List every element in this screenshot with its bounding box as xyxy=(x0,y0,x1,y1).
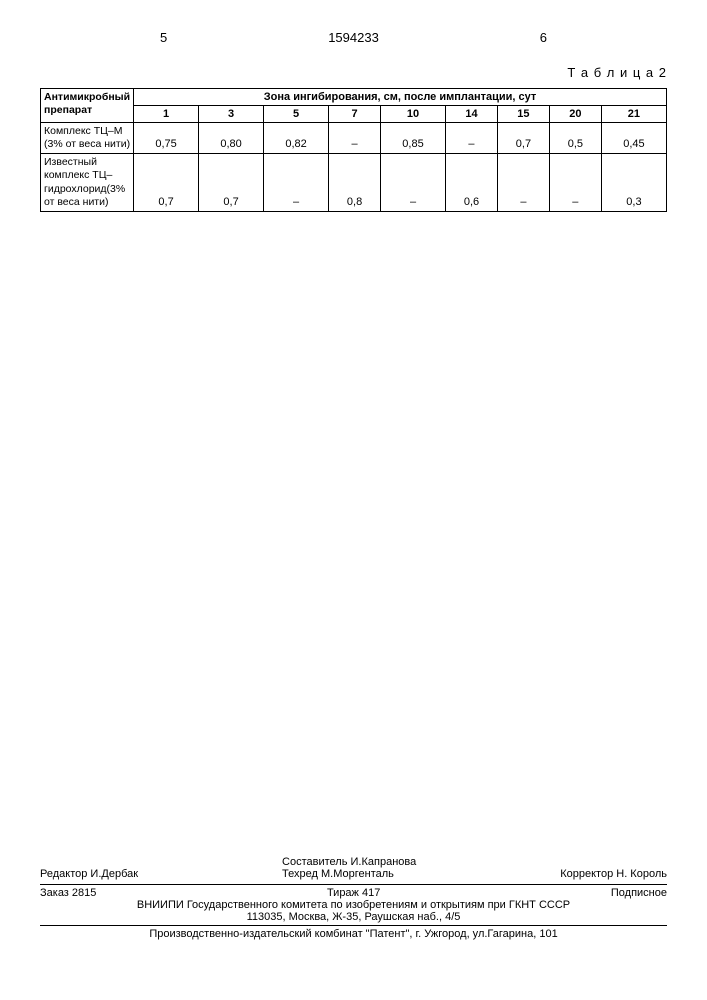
center-credits: Составитель И.Капранова Техред М.Моргент… xyxy=(282,856,416,880)
col-header: 14 xyxy=(446,106,498,123)
cell: 0,7 xyxy=(134,154,199,212)
cell: 0,45 xyxy=(601,123,666,154)
cell: 0,82 xyxy=(264,123,329,154)
tech-name: М.Моргенталь xyxy=(321,868,394,880)
compiler-name: И.Капранова xyxy=(351,856,417,868)
cell: – xyxy=(264,154,329,212)
address-line: 113035, Москва, Ж-35, Раушская наб., 4/5 xyxy=(40,911,667,923)
row-label: Комплекс ТЦ–М (3% от веса нити) xyxy=(41,123,134,154)
tirazh-num: 417 xyxy=(362,887,380,899)
cell: – xyxy=(329,123,381,154)
editor-label: Редактор xyxy=(40,868,87,880)
col-header: 20 xyxy=(549,106,601,123)
corrector-block: Корректор Н. Король xyxy=(560,856,667,880)
subscription: Подписное xyxy=(611,887,667,899)
col-header: 7 xyxy=(329,106,381,123)
corrector-label: Корректор xyxy=(560,868,613,880)
col-header: 15 xyxy=(497,106,549,123)
cell: 0,6 xyxy=(446,154,498,212)
page-header: 5 1594233 6 xyxy=(40,30,667,45)
cell: 0,75 xyxy=(134,123,199,154)
order-line: Заказ 2815 Тираж 417 Подписное xyxy=(40,887,667,899)
cell: – xyxy=(381,154,446,212)
editor-name: И.Дербак xyxy=(90,868,138,880)
compiler-label: Составитель xyxy=(282,856,347,868)
order-label: Заказ xyxy=(40,887,69,899)
col-header: 10 xyxy=(381,106,446,123)
tirazh-label: Тираж xyxy=(327,887,359,899)
cell: 0,80 xyxy=(199,123,264,154)
col-header: 3 xyxy=(199,106,264,123)
bottom-line: Производственно-издательский комбинат "П… xyxy=(40,928,667,940)
cell: 0,8 xyxy=(329,154,381,212)
table-caption: Т а б л и ц а 2 xyxy=(40,65,667,80)
org-line: ВНИИПИ Государственного комитета по изоб… xyxy=(40,899,667,911)
col-header: 1 xyxy=(134,106,199,123)
table-row: Известный комплекс ТЦ–гидрохлорид(3% от … xyxy=(41,154,667,212)
header-center: 1594233 xyxy=(328,30,379,45)
order-num: 2815 xyxy=(72,887,96,899)
column-header-row: 1 3 5 7 10 14 15 20 21 xyxy=(41,106,667,123)
merged-header: Зона ингибирования, см, после имплантаци… xyxy=(134,89,667,106)
cell: – xyxy=(497,154,549,212)
header-left: 5 xyxy=(160,30,167,45)
corrector-name: Н. Король xyxy=(616,868,667,880)
cell: 0,7 xyxy=(497,123,549,154)
col-header: 21 xyxy=(601,106,666,123)
col-header: 5 xyxy=(264,106,329,123)
cell: 0,85 xyxy=(381,123,446,154)
cell: 0,3 xyxy=(601,154,666,212)
divider xyxy=(40,884,667,885)
cell: – xyxy=(549,154,601,212)
header-right: 6 xyxy=(540,30,547,45)
row-header-label: Антимикробный препарат xyxy=(41,89,134,123)
cell: 0,5 xyxy=(549,123,601,154)
tech-label: Техред xyxy=(282,868,318,880)
cell: 0,7 xyxy=(199,154,264,212)
divider xyxy=(40,925,667,926)
editor-block: Редактор И.Дербак xyxy=(40,856,138,880)
data-table: Антимикробный препарат Зона ингибировани… xyxy=(40,88,667,212)
table-row: Комплекс ТЦ–М (3% от веса нити) 0,75 0,8… xyxy=(41,123,667,154)
footer-block: Редактор И.Дербак Составитель И.Капранов… xyxy=(40,856,667,940)
cell: – xyxy=(446,123,498,154)
row-label: Известный комплекс ТЦ–гидрохлорид(3% от … xyxy=(41,154,134,212)
